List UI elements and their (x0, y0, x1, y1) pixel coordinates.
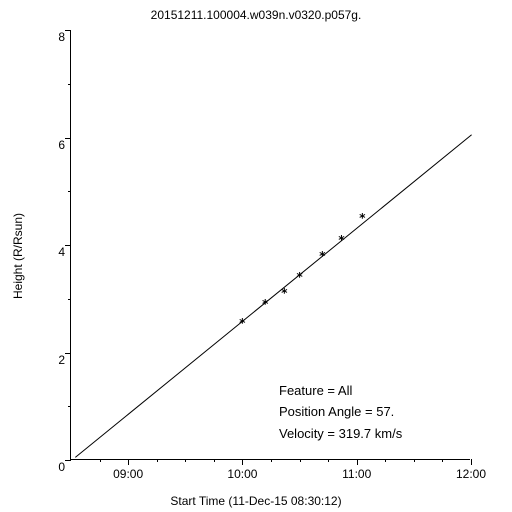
x-tick-minor (100, 459, 101, 462)
y-tick-label: 4 (43, 245, 65, 259)
data-marker: * (262, 298, 269, 310)
x-tick-minor (328, 459, 329, 462)
data-marker: * (338, 234, 345, 246)
x-tick-label: 11:00 (342, 467, 371, 481)
y-tick-label: 2 (43, 353, 65, 367)
x-tick (471, 459, 472, 465)
data-marker: * (319, 250, 326, 262)
data-marker: * (296, 271, 303, 283)
x-tick (242, 459, 243, 465)
y-tick (65, 30, 71, 31)
chart-title: 20151211.100004.w039n.v0320.p057g. (0, 8, 512, 22)
x-tick-minor (185, 459, 186, 462)
y-tick (65, 245, 71, 246)
chart-container: 20151211.100004.w039n.v0320.p057g. Heigh… (0, 0, 512, 512)
data-marker: * (239, 317, 246, 329)
plot-area: 0246809:0010:0011:0012:00*******Feature … (70, 30, 470, 460)
y-tick (65, 460, 71, 461)
x-tick-minor (214, 459, 215, 462)
annotation-text: Feature = All (279, 383, 352, 398)
data-marker: * (281, 287, 288, 299)
x-tick-minor (300, 459, 301, 462)
x-tick-label: 10:00 (227, 467, 257, 481)
x-tick-label: 09:00 (113, 467, 143, 481)
x-tick (357, 459, 358, 465)
y-tick-minor (68, 299, 71, 300)
x-tick-minor (271, 459, 272, 462)
y-tick-minor (68, 84, 71, 85)
y-tick-label: 0 (43, 460, 65, 474)
y-tick-label: 8 (43, 30, 65, 44)
y-tick-label: 6 (43, 138, 65, 152)
x-tick (128, 459, 129, 465)
y-tick-minor (68, 191, 71, 192)
y-tick-minor (68, 406, 71, 407)
fit-line (75, 135, 472, 458)
y-tick (65, 353, 71, 354)
x-tick-minor (385, 459, 386, 462)
x-tick-minor (442, 459, 443, 462)
x-tick-minor (414, 459, 415, 462)
data-marker: * (359, 212, 366, 224)
x-tick-minor (157, 459, 158, 462)
y-tick (65, 138, 71, 139)
y-axis-label-wrap: Height (R/Rsun) (10, 0, 26, 512)
x-tick-label: 12:00 (456, 467, 486, 481)
annotation-text: Position Angle = 57. (279, 404, 394, 419)
y-axis-label: Height (R/Rsun) (11, 213, 25, 299)
annotation-text: Velocity = 319.7 km/s (279, 426, 402, 441)
x-axis-label: Start Time (11-Dec-15 08:30:12) (0, 494, 512, 508)
